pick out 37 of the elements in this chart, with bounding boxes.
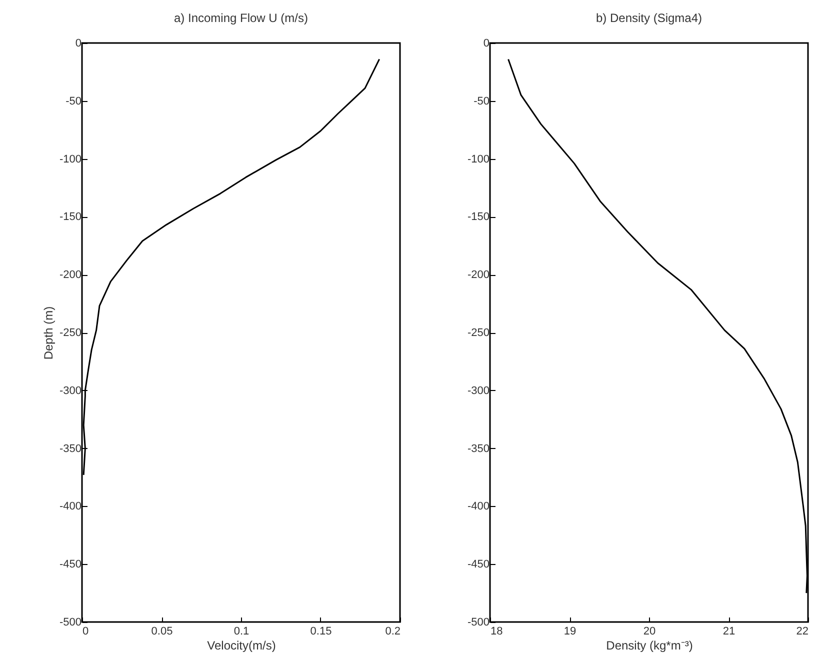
y-tick-label: -500 [59, 616, 82, 628]
y-tick-label: -100 [59, 153, 82, 166]
y-tick-label: -200 [59, 269, 82, 282]
y-tick-label: -250 [467, 327, 490, 339]
y-tick-label: -400 [467, 500, 490, 513]
y-tick-label: -350 [467, 442, 490, 455]
y-tick-label: -150 [59, 211, 82, 224]
chart-title: a) Incoming Flow U (m/s) [174, 11, 308, 25]
y-tick-label: -500 [467, 616, 490, 628]
y-tick-label: -450 [59, 558, 82, 571]
x-tick-label: 0 [82, 626, 89, 638]
y-tick-label: -150 [467, 211, 490, 224]
x-tick-label: 0.05 [151, 626, 173, 638]
chart-title: b) Density (Sigma4) [596, 11, 702, 25]
y-tick-label: -250 [59, 327, 82, 339]
y-tick-label: 0 [75, 38, 82, 50]
y-axis-title: Depth (m) [41, 306, 56, 360]
x-tick-label: 0.1 [234, 626, 250, 638]
x-axis-title: Velocity(m/s) [207, 638, 276, 652]
x-tick-label: 0.15 [310, 626, 332, 638]
y-tick-label: -100 [467, 153, 490, 166]
y-tick-label: -50 [474, 95, 490, 108]
y-tick-label: -350 [59, 442, 82, 455]
y-tick-label: -300 [59, 384, 82, 397]
x-axis-title: Density (kg*m⁻³) [606, 638, 693, 652]
y-tick-label: -50 [66, 95, 82, 108]
x-tick-label: 0.2 [385, 626, 400, 638]
y-tick-label: -300 [467, 384, 490, 397]
x-tick-label: 19 [564, 626, 576, 638]
x-tick-label: 22 [796, 626, 808, 638]
y-tick-label: -450 [467, 558, 490, 571]
x-tick-label: 20 [643, 626, 656, 638]
y-tick-label: -400 [59, 500, 82, 513]
y-tick-label: -200 [467, 269, 490, 282]
y-tick-label: 0 [483, 38, 490, 50]
x-tick-label: 21 [722, 626, 736, 638]
x-tick-label: 18 [490, 626, 503, 638]
